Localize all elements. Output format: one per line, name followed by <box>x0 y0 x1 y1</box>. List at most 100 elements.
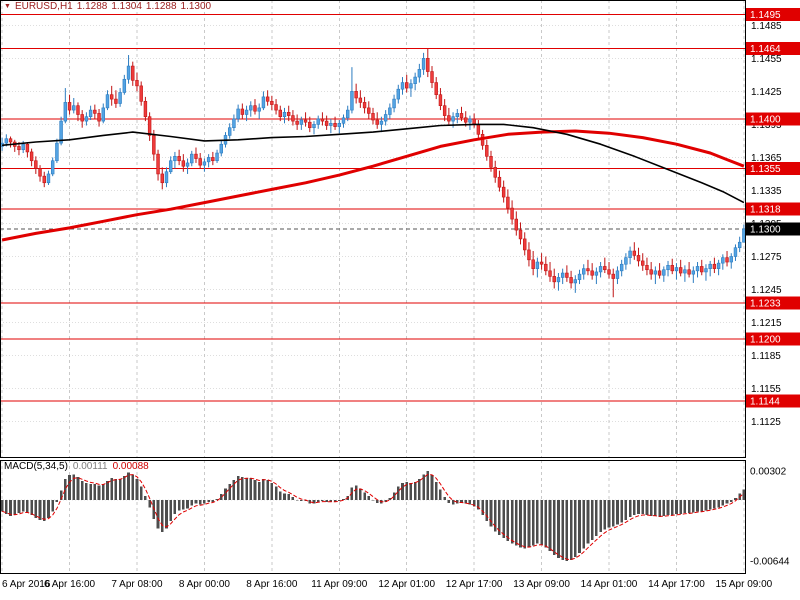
macd-histogram-bar <box>451 499 455 505</box>
candle-body <box>670 265 674 272</box>
candle-body <box>114 98 118 104</box>
macd-histogram-bar <box>658 499 661 517</box>
level-price-tag <box>746 112 800 126</box>
macd-histogram-bar <box>418 479 421 500</box>
candle-body <box>476 124 481 135</box>
time-axis[interactable] <box>0 574 746 600</box>
candle-body <box>282 111 287 118</box>
macd-histogram-bar <box>481 499 484 516</box>
time-axis-label: 13 Apr 09:00 <box>513 579 570 590</box>
price-axis-label: 1.1365 <box>751 153 782 164</box>
level-price-tag-label: 1.1144 <box>750 396 780 407</box>
candle-body <box>455 113 460 118</box>
time-axis-label: 11 Apr 09:00 <box>311 579 367 590</box>
time-axis-label: 8 Apr 16:00 <box>246 579 298 590</box>
candle-body <box>38 168 42 177</box>
macd-histogram-bar <box>468 499 472 505</box>
macd-histogram-bar <box>76 477 80 500</box>
macd-name-label: MACD(5,34,5) <box>4 461 68 472</box>
macd-histogram-bar <box>713 499 716 509</box>
macd-histogram-bar <box>599 499 602 533</box>
macd-signal-value: 0.00088 <box>112 461 149 472</box>
macd-histogram-bar <box>573 499 577 557</box>
macd-histogram-bar <box>725 499 729 504</box>
macd-histogram-bar <box>329 499 333 502</box>
candle-body <box>29 151 34 162</box>
macd-histogram-bar <box>434 481 438 500</box>
macd-histogram-bar <box>569 499 573 560</box>
candle-body <box>118 92 122 104</box>
macd-histogram-bar <box>165 499 168 529</box>
macd-histogram-bar <box>439 489 442 500</box>
macd-histogram-bar <box>198 499 202 505</box>
macd-histogram-bar <box>232 479 236 500</box>
candle-body <box>105 94 110 109</box>
macd-histogram-bar <box>375 499 379 503</box>
macd-histogram-bar <box>409 482 413 500</box>
macd-histogram-bar <box>502 499 505 538</box>
macd-histogram-bar <box>616 499 619 525</box>
candle-body <box>451 116 455 122</box>
candle-body <box>518 229 523 240</box>
price-axis[interactable] <box>746 0 800 574</box>
price-axis-label: 1.1395 <box>751 120 782 131</box>
candle-body <box>523 238 527 251</box>
candle-body <box>160 173 164 184</box>
candle-body <box>737 241 742 249</box>
candle-body <box>695 266 700 272</box>
macd-histogram-bar <box>219 494 223 500</box>
candle-body <box>683 269 687 274</box>
price-axis-label: 1.1425 <box>751 87 782 98</box>
macd-histogram-bar <box>17 499 21 514</box>
macd-histogram-bar <box>443 497 446 500</box>
candle-body <box>350 91 354 111</box>
candle-body <box>624 257 628 265</box>
candle-body <box>164 171 169 184</box>
macd-histogram-bar <box>148 499 151 508</box>
candle-body <box>131 65 135 81</box>
macd-histogram-bar <box>274 486 278 500</box>
candle-body <box>501 186 506 198</box>
current-price-tag <box>746 222 800 236</box>
macd-histogram-bar <box>413 481 417 500</box>
candle-body <box>514 218 519 231</box>
candle-body <box>181 160 186 167</box>
macd-histogram-bar <box>249 478 253 500</box>
candle-body <box>383 114 388 122</box>
candle-body <box>392 98 396 109</box>
time-axis-label: 6 Apr 2016 <box>2 579 51 590</box>
candle-body <box>206 157 211 163</box>
candle-body <box>459 113 464 119</box>
candle-body <box>152 135 156 155</box>
candle-body <box>84 116 89 122</box>
macd-histogram-bar <box>700 499 704 512</box>
current-price-tag-label: 1.1300 <box>750 225 781 236</box>
macd-histogram-bar <box>34 499 38 518</box>
candle-body <box>135 80 139 87</box>
macd-histogram-bar <box>544 499 548 548</box>
candle-body <box>565 272 569 278</box>
macd-histogram-bar <box>173 499 177 515</box>
candle-body <box>497 176 502 188</box>
macd-histogram-bar <box>607 499 611 528</box>
candle-body <box>122 78 127 93</box>
macd-histogram-bar <box>321 499 324 501</box>
candle-body <box>295 120 299 125</box>
candle-body <box>628 250 632 258</box>
macd-histogram-bar <box>110 478 113 500</box>
candle-body <box>168 160 173 173</box>
macd-histogram-bar <box>633 499 636 516</box>
macd-histogram-bar <box>135 479 139 500</box>
time-axis-label: 7 Apr 08:00 <box>111 579 163 590</box>
price-axis-label: 1.1215 <box>751 318 782 329</box>
macd-histogram-bar <box>371 499 375 501</box>
candle-body <box>552 276 556 283</box>
macd-histogram-bar <box>9 499 12 517</box>
level-price-tag <box>746 161 800 175</box>
candle-body <box>253 105 257 112</box>
macd-histogram-bar <box>392 492 396 500</box>
level-price-tag-label: 1.1495 <box>750 10 781 21</box>
candle-body <box>240 108 245 115</box>
candle-body <box>211 157 215 162</box>
